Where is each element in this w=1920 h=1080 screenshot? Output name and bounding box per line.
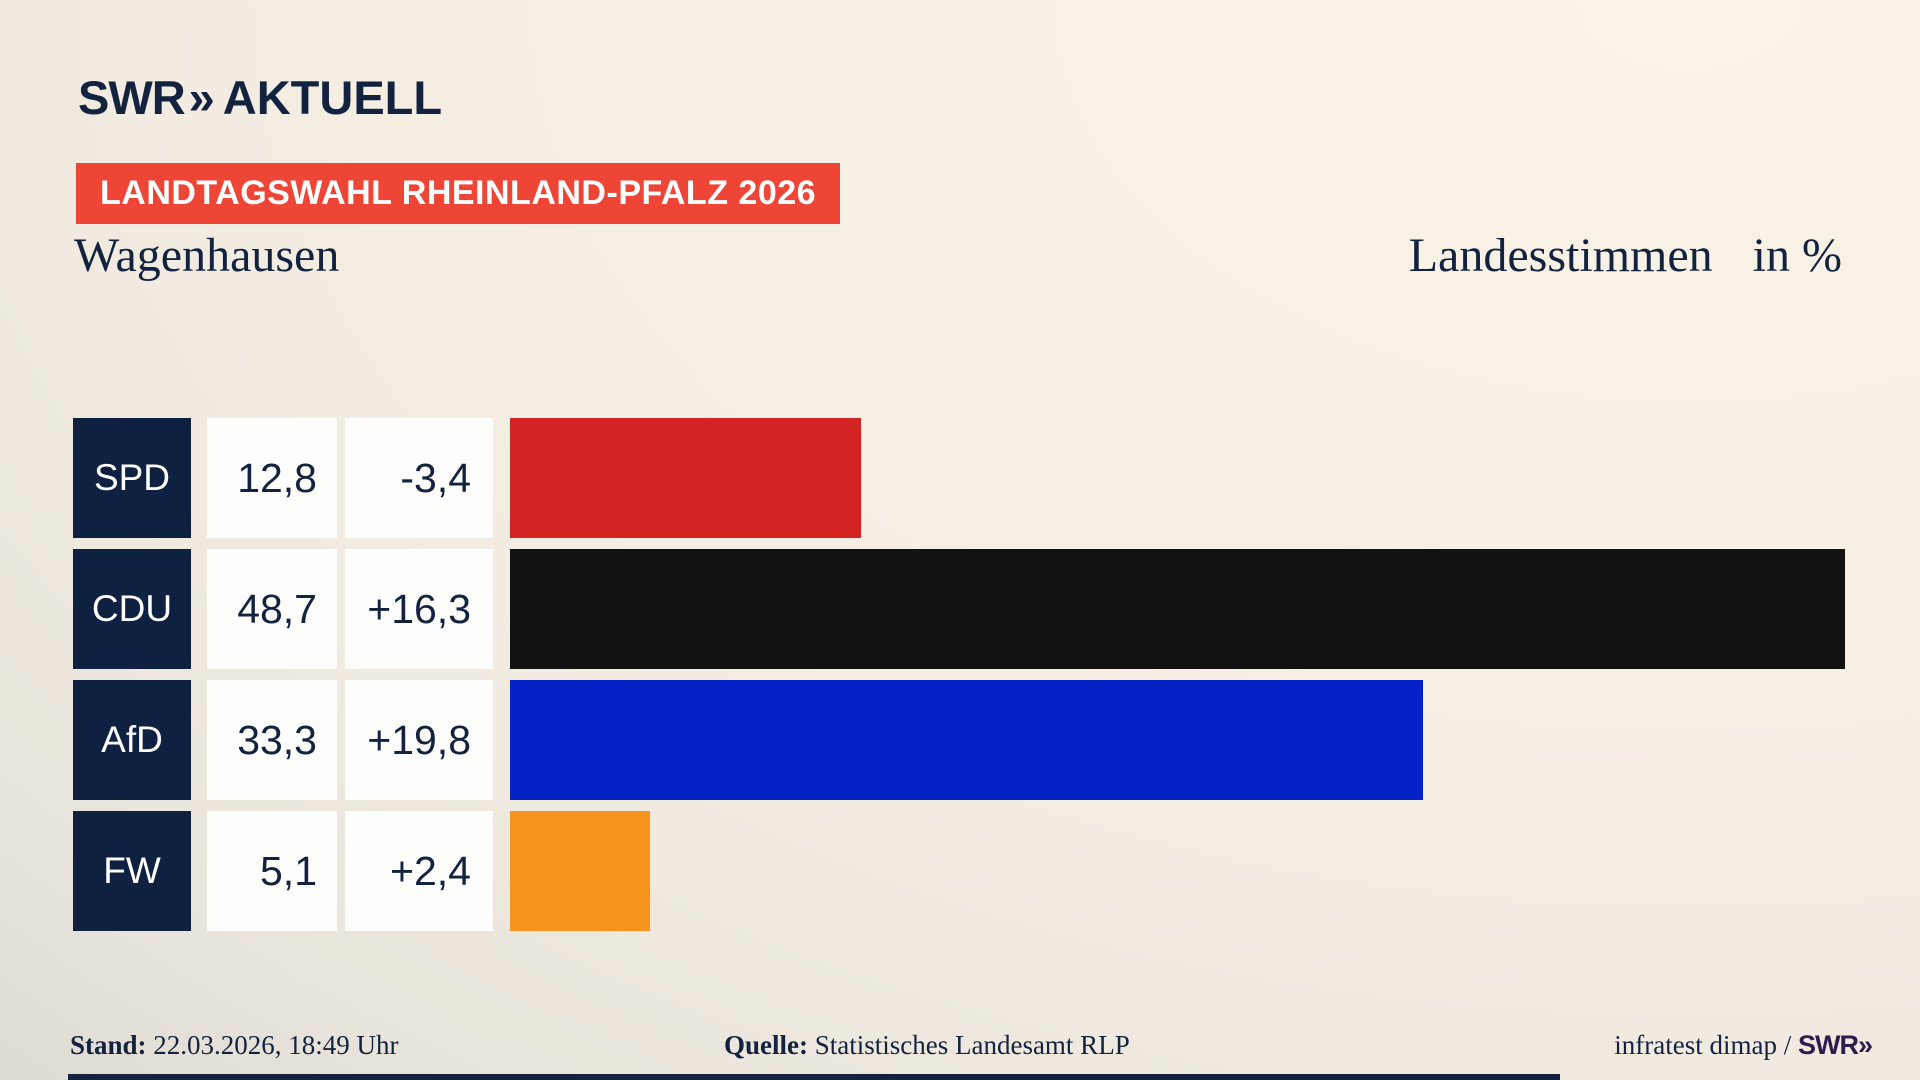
vote-type-text: Landesstimmen xyxy=(1408,229,1713,282)
stand-timestamp: Stand: 22.03.2026, 18:49 Uhr xyxy=(70,1030,399,1061)
bottom-navy-strip xyxy=(68,1074,1560,1080)
title-bar: Wagenhausen Landesstimmen in % xyxy=(74,228,1842,283)
result-bar xyxy=(510,811,650,931)
party-label: AfD xyxy=(73,680,191,800)
unit-label: in % xyxy=(1752,229,1842,282)
percent-value: 48,7 xyxy=(207,549,337,669)
party-label: FW xyxy=(73,811,191,931)
swr-aktuell-logo: SWR» AKTUELL xyxy=(78,70,442,125)
stand-value: 22.03.2026, 18:49 Uhr xyxy=(153,1030,399,1060)
party-label: CDU xyxy=(73,549,191,669)
result-row: AfD 33,3 +19,8 xyxy=(73,680,1920,800)
source-note: Quelle: Statistisches Landesamt RLP xyxy=(724,1030,1130,1061)
result-bar xyxy=(510,418,861,538)
result-row: SPD 12,8 -3,4 xyxy=(73,418,1920,538)
percent-value: 12,8 xyxy=(207,418,337,538)
election-banner: LANDTAGSWAHL RHEINLAND-PFALZ 2026 xyxy=(76,163,841,224)
change-value: +2,4 xyxy=(345,811,493,931)
stand-label: Stand: xyxy=(70,1030,147,1060)
change-value: +19,8 xyxy=(345,680,493,800)
percent-value: 33,3 xyxy=(207,680,337,800)
party-label: SPD xyxy=(73,418,191,538)
page-title: Wagenhausen xyxy=(74,229,340,282)
result-bar xyxy=(510,549,1845,669)
source-label: Quelle: xyxy=(724,1030,808,1060)
vote-type-label: Landesstimmen in % xyxy=(1409,228,1842,283)
change-value: +16,3 xyxy=(345,549,493,669)
credit-note: infratest dimap / SWR» xyxy=(1614,1030,1873,1061)
results-bar-chart: SPD 12,8 -3,4 CDU 48,7 +16,3 AfD 33,3 +1… xyxy=(73,418,1920,942)
banner-text: LANDTAGSWAHL RHEINLAND-PFALZ 2026 xyxy=(100,174,817,212)
percent-value: 5,1 xyxy=(207,811,337,931)
result-row: CDU 48,7 +16,3 xyxy=(73,549,1920,669)
change-value: -3,4 xyxy=(345,418,493,538)
credit-swr-logo: SWR» xyxy=(1797,1030,1873,1060)
credit-text: infratest dimap / xyxy=(1614,1030,1798,1060)
logo-aktuell-text: AKTUELL xyxy=(222,71,443,124)
source-value: Statistisches Landesamt RLP xyxy=(814,1030,1130,1060)
result-bar xyxy=(510,680,1423,800)
logo-chevrons-icon: » xyxy=(188,71,215,124)
result-row: FW 5,1 +2,4 xyxy=(73,811,1920,931)
logo-swr-text: SWR xyxy=(78,71,186,124)
